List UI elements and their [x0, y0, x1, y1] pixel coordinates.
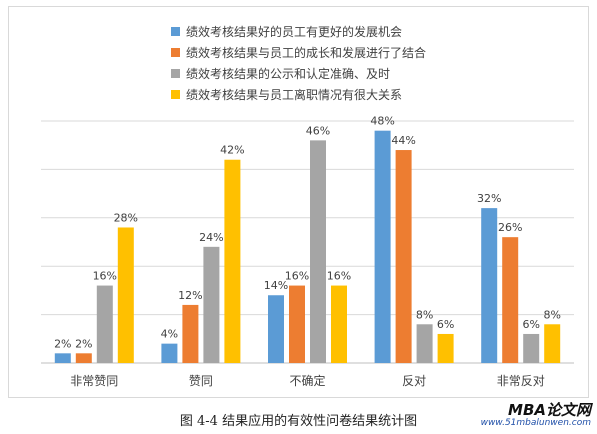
- legend-label: 绩效考核结果的公示和认定准确、及时: [186, 67, 391, 81]
- bar-value-label: 12%: [178, 289, 202, 302]
- bar: [268, 295, 284, 363]
- bar-chart: 2% 2%16%28%非常赞同4%12%24%42%赞同14%16%46%16%不…: [41, 115, 574, 388]
- bar-value-label: 26%: [498, 221, 522, 234]
- watermark: MBA论文网 www.51mbalunwen.com: [481, 402, 591, 428]
- bar: [75, 353, 92, 363]
- bar: [310, 140, 326, 363]
- bar-value-label: 14%: [264, 279, 288, 292]
- bar-value-label: 32%: [477, 192, 501, 205]
- watermark-url: www.51mbalunwen.com: [480, 418, 591, 428]
- bar-value-label: 8%: [416, 308, 433, 321]
- legend-swatch: [171, 27, 180, 36]
- bar: [544, 324, 561, 363]
- bar: [224, 159, 241, 363]
- bar-value-label: 16%: [327, 270, 351, 283]
- bar: [117, 227, 134, 363]
- bar-value-label: 2%: [54, 337, 71, 350]
- bar: [182, 304, 199, 363]
- bar-value-label: 2%: [75, 337, 92, 350]
- bar-value-label: 48%: [370, 115, 394, 128]
- bar: [54, 353, 71, 363]
- figure-caption: 图 4-4 结果应用的有效性问卷结果统计图: [179, 414, 418, 429]
- legend-label: 绩效考核结果与员工的成长和发展进行了结合: [186, 46, 427, 60]
- bar: [161, 343, 178, 363]
- bar: [395, 150, 412, 363]
- x-tick-label: 非常反对: [497, 374, 545, 388]
- bar-value-label: 42%: [220, 144, 244, 157]
- bar-value-label: 6%: [522, 318, 539, 331]
- legend-label: 绩效考核结果与员工离职情况有很大关系: [186, 88, 403, 102]
- bar: [374, 130, 391, 363]
- bar-value-label: 4%: [161, 328, 178, 341]
- legend-item: 绩效考核结果的公示和认定准确、及时: [171, 63, 426, 84]
- legend-swatch: [171, 90, 180, 99]
- bar: [289, 285, 305, 363]
- bar: [331, 285, 347, 363]
- x-tick-label: 赞同: [189, 374, 213, 388]
- bar-value-label: 44%: [391, 134, 415, 147]
- legend-item: 绩效考核结果好的员工有更好的发展机会: [171, 21, 426, 42]
- bar-value-label: 6%: [437, 318, 454, 331]
- bar-value-label: 16%: [285, 270, 309, 283]
- legend-swatch: [171, 48, 180, 57]
- legend-label: 绩效考核结果好的员工有更好的发展机会: [186, 25, 403, 39]
- chart-legend: 绩效考核结果好的员工有更好的发展机会绩效考核结果与员工的成长和发展进行了结合 绩效…: [171, 21, 426, 105]
- bar: [203, 246, 220, 363]
- bar: [481, 208, 498, 363]
- bar: [416, 324, 433, 363]
- legend-item: 绩效考核结果与员工的成长和发展进行了结合: [171, 42, 426, 63]
- bar: [523, 333, 540, 363]
- x-tick-label: 反对: [402, 374, 426, 388]
- legend-item: 绩效考核结果与员工离职情况有很大关系: [171, 84, 426, 105]
- bar-value-label: 24%: [199, 231, 223, 244]
- bar-value-label: 16%: [93, 270, 117, 283]
- watermark-brand: MBA论文网: [508, 401, 591, 419]
- x-tick-label: 非常赞同: [70, 374, 118, 388]
- bar: [502, 237, 519, 363]
- bar-value-label: 28%: [114, 211, 138, 224]
- x-tick-label: 不确定: [289, 373, 325, 388]
- legend-swatch: [171, 69, 180, 78]
- bar: [437, 333, 454, 363]
- chart-frame: 2% 2% 16% 28% 非常赞同 4% 12% 24% 42% 赞同 14% 16% 46% 16% 不…: [8, 6, 589, 398]
- bar-value-label: 8%: [543, 308, 560, 321]
- bar-value-label: 46%: [306, 124, 330, 137]
- bar: [96, 285, 113, 363]
